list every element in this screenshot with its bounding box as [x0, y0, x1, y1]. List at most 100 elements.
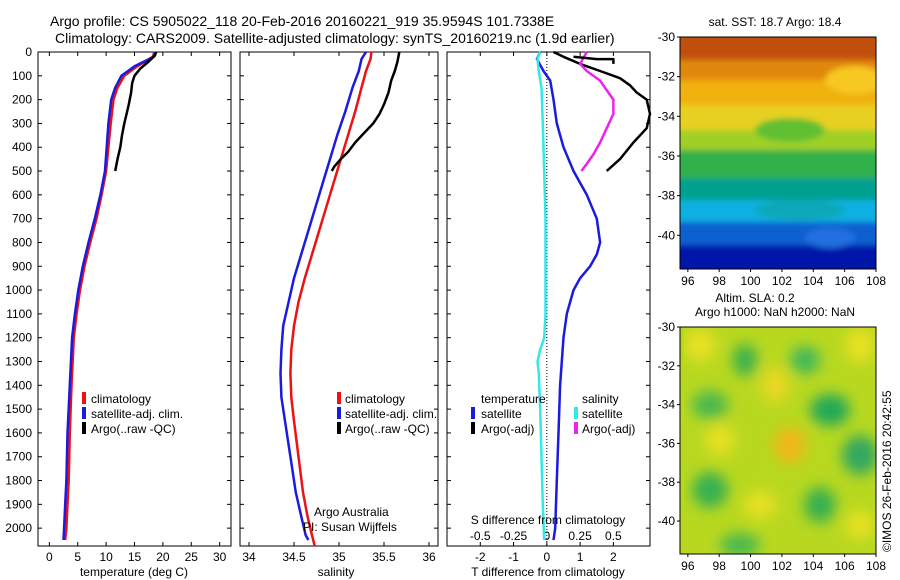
sla-blob	[810, 394, 850, 426]
map-x-tick-label: 108	[866, 559, 886, 573]
annotation-line2: PI: Susan Wijffels	[303, 520, 397, 534]
legend-swatch-temp-argo	[471, 422, 475, 434]
x-tick-label: 0	[543, 550, 550, 564]
legend-label-satellite: satellite-adj. clim.	[345, 407, 437, 421]
depth-tick-label: 900	[12, 259, 32, 273]
depth-tick-label: 700	[12, 212, 32, 226]
map-y-tick-label: -30	[658, 30, 676, 44]
sst-band-10	[680, 245, 876, 269]
legend-label-argo: Argo(..raw -QC)	[345, 422, 430, 436]
map-x-tick-label: 102	[772, 559, 792, 573]
depth-tick-label: 1400	[5, 378, 32, 392]
sla-blob	[733, 344, 757, 376]
legend-swatch-sal-satellite	[574, 407, 578, 419]
legend-swatch-satellite	[82, 407, 86, 419]
map-y-tick-label: -38	[658, 475, 676, 489]
temperature-legend: climatology satellite-adj. clim. Argo(..…	[82, 392, 183, 436]
sst-warm-patch	[825, 66, 876, 94]
x-tick-label: 25	[185, 550, 199, 564]
legend-label-sal-satellite: satellite	[582, 407, 623, 421]
sst-band-9	[680, 222, 876, 247]
map-x-tick-label: 102	[772, 274, 792, 288]
legend-label-sal-argo: Argo(-adj)	[582, 422, 635, 436]
map-x-tick-label: 98	[713, 274, 727, 288]
series-line-temperature-satellite	[535, 51, 602, 541]
depth-tick-label: 100	[12, 69, 32, 83]
series-line-salinity-argo-adj-	[578, 51, 615, 172]
series-line-argo-temp-spike	[573, 55, 615, 64]
s-tick-label: 0.5	[605, 529, 622, 543]
legend-swatch-satellite	[337, 407, 341, 419]
map-x-tick-label: 106	[835, 274, 855, 288]
map-x-tick-label: 100	[741, 559, 761, 573]
sla-blob	[692, 391, 728, 419]
map-x-tick-label: 96	[681, 559, 695, 573]
difference-panel	[446, 51, 651, 547]
map-y-tick-label: -34	[658, 109, 676, 123]
salinity-legend: climatology satellite-adj. clim. Argo(..…	[337, 392, 437, 436]
legend-label-satellite: satellite-adj. clim.	[91, 407, 183, 421]
s-tick-label: -0.5	[470, 529, 491, 543]
x-tick-label: 15	[128, 550, 142, 564]
sst-band-7	[680, 178, 876, 203]
depth-tick-label: 1000	[5, 283, 32, 297]
sla-blob	[804, 487, 836, 523]
legend-label-temp-argo: Argo(-adj)	[481, 422, 534, 436]
x-tick-label: 20	[156, 550, 170, 564]
x-tick-label: 0	[46, 550, 53, 564]
salinity-panel	[239, 51, 439, 547]
map-y-tick-label: -40	[658, 228, 676, 242]
sst-blue-patch	[805, 228, 855, 248]
depth-tick-label: 1500	[5, 402, 32, 416]
map-x-tick-label: 104	[803, 274, 823, 288]
sla-map-subtitle: Argo h1000: NaN h2000: NaN	[695, 305, 855, 319]
depth-tick-label: 1900	[5, 497, 32, 511]
salinity-plot: 34 34.5 35 35.5 36	[242, 51, 436, 564]
sla-blob	[846, 327, 874, 363]
sst-band-6	[680, 150, 876, 180]
legend-swatch-argo	[82, 422, 86, 434]
map-y-tick-label: -36	[658, 436, 676, 450]
footer-stamp: ©IMOS 26-Feb-2016 20:42:55	[880, 390, 894, 552]
sla-blob	[692, 472, 728, 508]
legend-swatch-temp-satellite	[471, 407, 475, 419]
sla-blob	[706, 424, 734, 456]
difference-xlabel-top: S difference from climatology	[471, 513, 626, 527]
sst-map-frame	[679, 36, 877, 270]
map-y-tick-label: -34	[658, 398, 676, 412]
temperature-xlabel: temperature (deg C)	[80, 565, 188, 579]
sla-blob	[774, 427, 806, 463]
x-tick-label: 34	[242, 550, 256, 564]
legend-label-climatology: climatology	[345, 392, 405, 406]
sla-blob	[720, 533, 760, 554]
series-line-argo-raw-qc-	[330, 51, 401, 172]
legend-swatch-climatology	[82, 392, 86, 404]
sst-map-title: sat. SST: 18.7 Argo: 18.4	[709, 15, 842, 29]
series-line-satellite-adj-clim-	[279, 51, 368, 541]
x-tick-label: 35.5	[372, 550, 396, 564]
salinity-xlabel: salinity	[318, 565, 355, 579]
x-tick-label: 10	[99, 550, 113, 564]
depth-tick-label: 800	[12, 235, 32, 249]
series-line-temperature-argo-adj-	[552, 50, 652, 172]
sst-green-patch	[755, 118, 825, 142]
map-y-tick-label: -32	[658, 70, 676, 84]
sla-blob	[761, 367, 789, 403]
s-tick-label: -0.25	[500, 529, 528, 543]
legend-label-argo: Argo(..raw -QC)	[91, 422, 176, 436]
sla-blob	[846, 511, 874, 539]
depth-tick-label: 300	[12, 116, 32, 130]
depth-tick-label: 1700	[5, 450, 32, 464]
s-tick-label: 0.25	[568, 529, 592, 543]
map-x-tick-label: 104	[803, 559, 823, 573]
series-line-climatology	[289, 51, 373, 547]
legend-label-climatology: climatology	[91, 392, 151, 406]
legend-swatch-climatology	[337, 392, 341, 404]
map-y-tick-label: -38	[658, 189, 676, 203]
sla-blob	[684, 329, 716, 361]
depth-tick-label: 600	[12, 188, 32, 202]
depth-tick-label: 500	[12, 164, 32, 178]
x-tick-label: 36	[422, 550, 436, 564]
